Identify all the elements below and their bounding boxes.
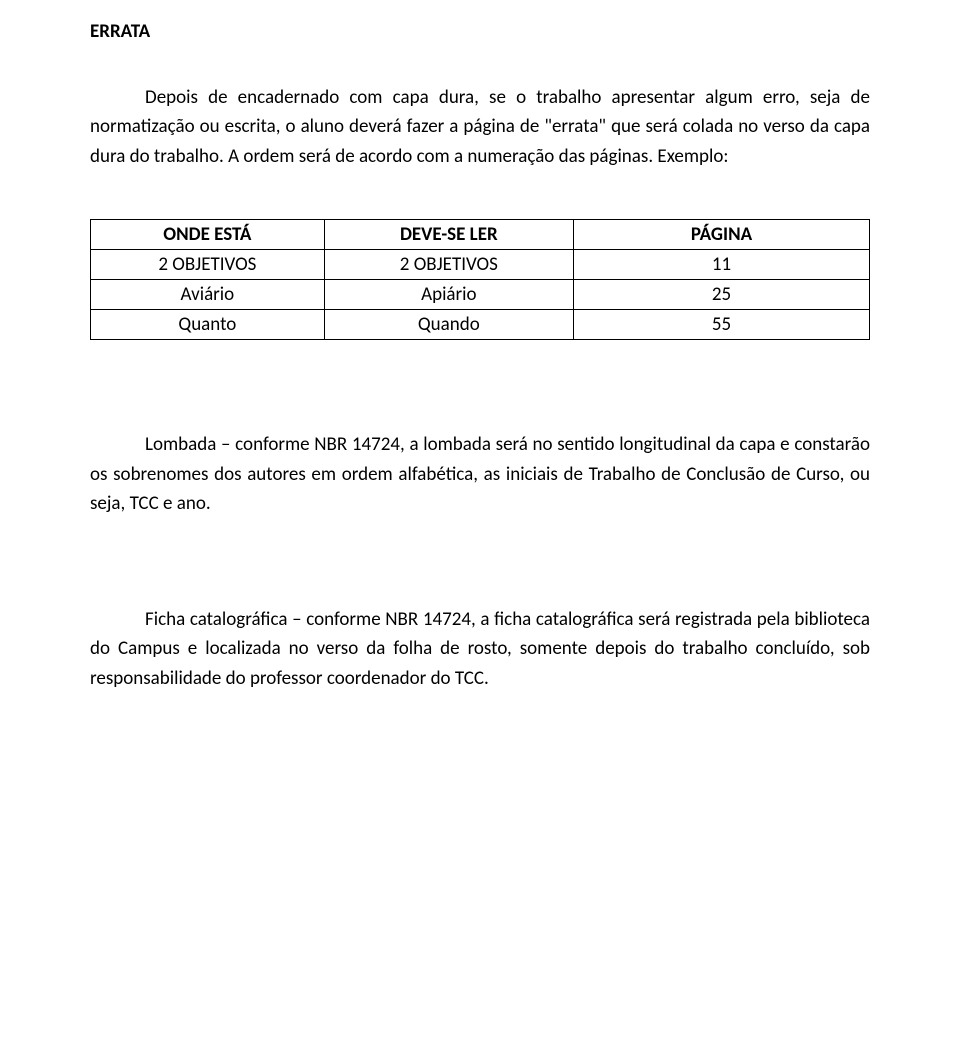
table-cell: Aviário [91, 280, 325, 310]
table-header: PÁGINA [573, 220, 869, 250]
ficha-paragraph: Ficha catalográfica – conforme NBR 14724… [90, 605, 870, 693]
errata-table: ONDE ESTÁ DEVE-SE LER PÁGINA 2 OBJETIVOS… [90, 219, 870, 340]
table-row: 2 OBJETIVOS 2 OBJETIVOS 11 [91, 250, 870, 280]
page-title: ERRATA [90, 20, 870, 43]
table-cell: Quanto [91, 310, 325, 340]
lombada-paragraph: Lombada – conforme NBR 14724, a lombada … [90, 430, 870, 518]
table-row: Aviário Apiário 25 [91, 280, 870, 310]
table-cell: Apiário [324, 280, 573, 310]
table-header-row: ONDE ESTÁ DEVE-SE LER PÁGINA [91, 220, 870, 250]
intro-paragraph: Depois de encadernado com capa dura, se … [90, 83, 870, 171]
table-header: ONDE ESTÁ [91, 220, 325, 250]
table-cell: 2 OBJETIVOS [91, 250, 325, 280]
table-cell: 25 [573, 280, 869, 310]
table-cell: 55 [573, 310, 869, 340]
table-header: DEVE-SE LER [324, 220, 573, 250]
table-row: Quanto Quando 55 [91, 310, 870, 340]
table-cell: Quando [324, 310, 573, 340]
table-cell: 2 OBJETIVOS [324, 250, 573, 280]
table-cell: 11 [573, 250, 869, 280]
